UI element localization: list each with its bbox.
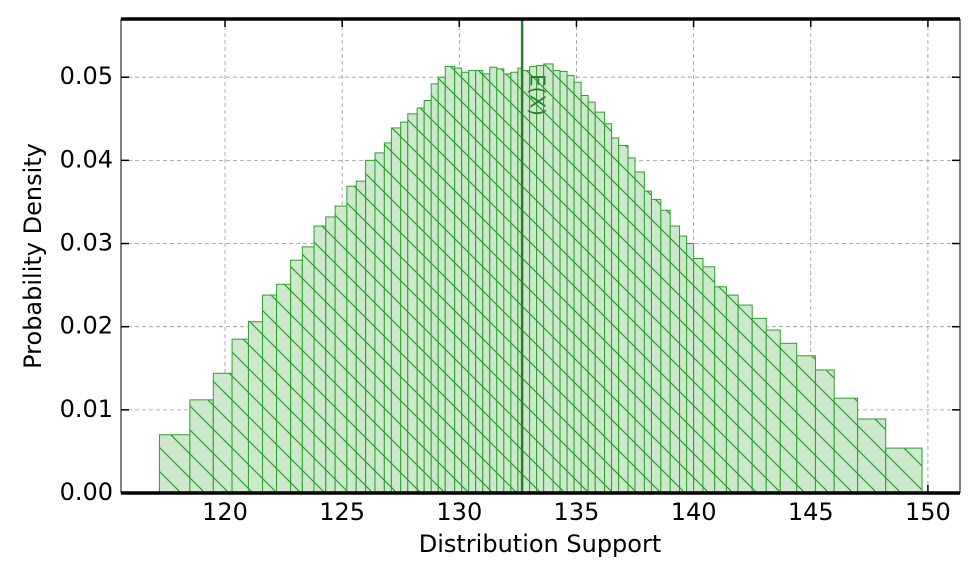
bar-hatch (325, 216, 336, 494)
y-tick-label: 0.00 (60, 478, 113, 506)
bar-hatch (346, 185, 357, 494)
x-tick-label: 140 (671, 498, 717, 526)
bar-hatch (618, 144, 629, 494)
bar-hatch (374, 152, 385, 494)
bar-hatch (212, 372, 233, 494)
y-tick-label: 0.05 (60, 62, 113, 90)
bar-hatch (529, 65, 538, 494)
bar-hatch (503, 73, 512, 494)
bar-hatch (604, 123, 613, 494)
bar-hatch (650, 198, 662, 494)
bar-hatch (383, 142, 392, 494)
bar-hatch (231, 338, 249, 494)
bar-hatch (634, 171, 645, 494)
y-tick-label: 0.01 (60, 395, 113, 423)
bar-hatch (482, 73, 491, 494)
x-tick-label: 130 (436, 498, 482, 526)
bar-hatch (611, 137, 620, 494)
bar-hatch (627, 157, 636, 494)
bar-hatch (189, 399, 214, 494)
bar-hatch (496, 68, 505, 494)
y-tick-label: 0.04 (60, 145, 113, 173)
x-tick-label: 150 (905, 498, 951, 526)
bar-hatch (276, 283, 292, 494)
x-tick-label: 135 (554, 498, 600, 526)
bar-hatch (437, 76, 446, 494)
bar-hatch (725, 294, 739, 494)
bar-hatch (444, 65, 456, 494)
bar-hatch (247, 321, 264, 494)
x-axis-label: Distribution Support (419, 530, 662, 558)
bar-hatch (430, 83, 439, 494)
bar-hatch (158, 434, 191, 494)
y-tick-label: 0.02 (60, 312, 113, 340)
bar-hatch (543, 63, 554, 494)
bar-hatch (765, 329, 781, 494)
mean-label: E(X) (526, 74, 550, 116)
bar-hatch (702, 266, 716, 494)
bar-hatch (833, 397, 859, 494)
x-tick-label: 145 (788, 498, 834, 526)
y-axis-label: Probability Density (19, 143, 47, 369)
bar-hatch (686, 243, 695, 494)
bar-hatch (454, 67, 463, 494)
bar-hatch (301, 246, 315, 494)
bar-hatch (587, 101, 596, 494)
bar-hatch (400, 121, 409, 494)
bar-hatch (536, 65, 545, 494)
bar-hatch (751, 317, 767, 494)
bar-hatch (489, 66, 498, 494)
bar-hatch (461, 71, 470, 494)
x-tick-label: 120 (202, 498, 248, 526)
bar-hatch (416, 107, 425, 494)
bar-hatch (475, 70, 484, 494)
bar-hatch (423, 99, 432, 494)
bar-hatch (857, 418, 887, 494)
bar-hatch (796, 355, 816, 494)
bar-hatch (669, 225, 681, 494)
bar-hatch (552, 70, 561, 494)
bar-hatch (313, 225, 327, 494)
bar-hatch (468, 70, 477, 494)
bar-hatch (660, 209, 671, 494)
bar-hatch (566, 75, 575, 494)
y-tick-label: 0.03 (60, 229, 113, 257)
bar-hatch (334, 205, 348, 494)
bar-hatch (573, 81, 582, 494)
x-tick-label: 125 (319, 498, 365, 526)
bar-hatch (355, 180, 367, 494)
bar-hatch (262, 294, 278, 494)
bar-hatch (885, 447, 923, 494)
bar-hatch (559, 70, 568, 494)
bar-hatch (407, 113, 418, 494)
bar-hatch (643, 190, 652, 494)
bar-hatch (522, 70, 531, 494)
bar-hatch (594, 111, 606, 494)
bar-hatch (737, 304, 753, 494)
bar-hatch (510, 71, 519, 494)
bar-hatch (814, 369, 835, 494)
bar-hatch (679, 235, 688, 494)
bar-hatch (693, 257, 704, 494)
bar-hatch (290, 259, 303, 494)
bar-hatch (365, 159, 376, 494)
bar-hatch (779, 342, 798, 494)
bar-hatch (580, 95, 589, 494)
bar-hatch (390, 127, 402, 494)
bar-hatch (714, 286, 727, 494)
